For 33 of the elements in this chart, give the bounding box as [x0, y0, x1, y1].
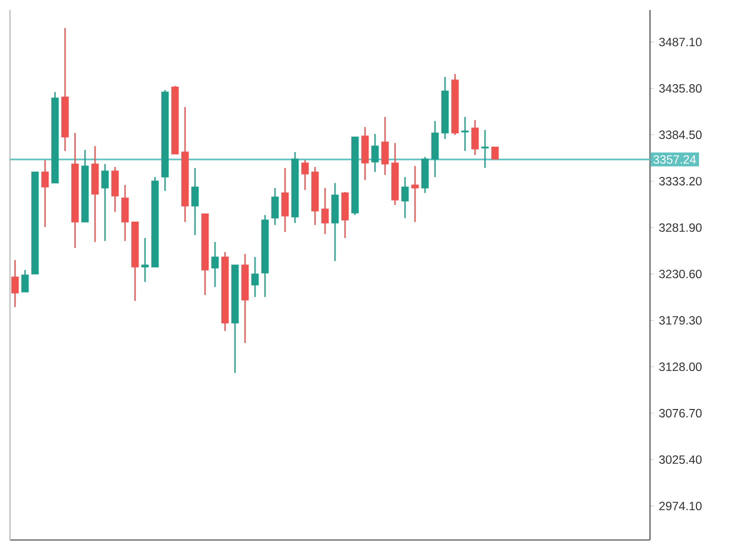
candlestick [461, 116, 469, 152]
candlestick [11, 259, 19, 308]
candlestick [41, 159, 49, 228]
candlestick [191, 167, 199, 236]
candlestick [471, 119, 479, 156]
y-tick-label: 3487.10 [659, 38, 702, 46]
candlestick [491, 146, 499, 160]
candlestick [21, 269, 29, 293]
y-tick-label: 3333.20 [659, 176, 702, 186]
y-tick-label: 3435.80 [659, 84, 702, 93]
candlestick [281, 167, 289, 233]
y-tick-label: 3281.90 [659, 223, 702, 232]
candlestick [271, 187, 279, 226]
y-tick-label: 3384.50 [659, 130, 702, 140]
y-tick-label: 2974.10 [659, 502, 702, 510]
y-tick-label: 3128.00 [659, 362, 702, 372]
candlestick [251, 256, 259, 298]
candlestick [141, 237, 149, 283]
candlestick [411, 165, 419, 223]
candlestick [321, 187, 329, 235]
y-tick-label: 3179.30 [659, 316, 702, 325]
y-tick-label: 3025.40 [659, 455, 702, 464]
ref-line-label: 3357.24 [653, 155, 696, 164]
y-tick-label: 3076.70 [659, 408, 702, 418]
candlestick [371, 133, 379, 173]
candlestick [301, 159, 309, 191]
candlestick [381, 116, 389, 176]
candlestick [401, 176, 409, 219]
candlestick [481, 129, 489, 169]
y-tick-label: 3230.60 [659, 270, 702, 278]
candlestick [101, 163, 109, 242]
candlestick [211, 241, 219, 288]
candlestick [121, 184, 129, 242]
